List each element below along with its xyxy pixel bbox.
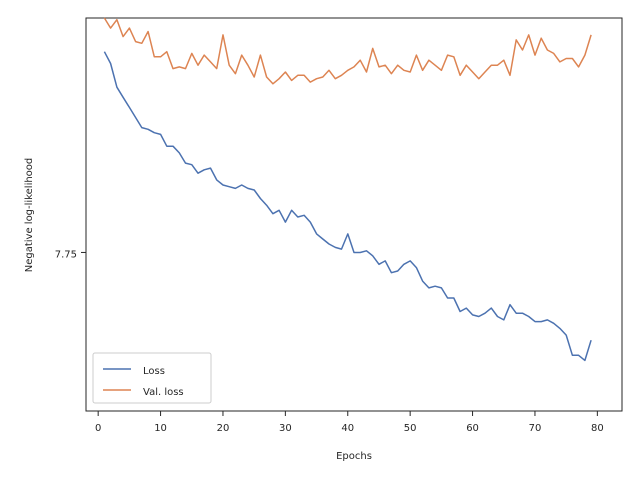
series-line-val-loss — [103, 17, 592, 85]
legend-label-loss: Loss — [143, 366, 165, 377]
plot-area — [85, 17, 623, 412]
x-tick-label: 80 — [591, 423, 604, 434]
x-tick-label: 20 — [217, 423, 230, 434]
y-axis-label: Negative log-likelihood — [24, 158, 35, 273]
x-tick-label: 10 — [154, 423, 167, 434]
x-tick-label: 60 — [466, 423, 479, 434]
y-tick-label: 7.75 — [55, 249, 77, 260]
x-axis-label: Epochs — [336, 451, 372, 462]
series-layer — [103, 17, 592, 362]
series-line-loss — [103, 51, 592, 362]
legend: Loss Val. loss — [92, 352, 212, 404]
x-tick-label: 30 — [279, 423, 292, 434]
x-tick-label: 0 — [95, 423, 101, 434]
axes-frame — [85, 17, 623, 412]
x-axis: 0 10 20 30 40 50 60 70 80 — [95, 411, 604, 434]
y-axis: 7.75 — [55, 249, 86, 260]
x-tick-label: 40 — [341, 423, 354, 434]
x-tick-label: 70 — [529, 423, 542, 434]
legend-label-val-loss: Val. loss — [143, 387, 184, 398]
x-tick-label: 50 — [404, 423, 417, 434]
